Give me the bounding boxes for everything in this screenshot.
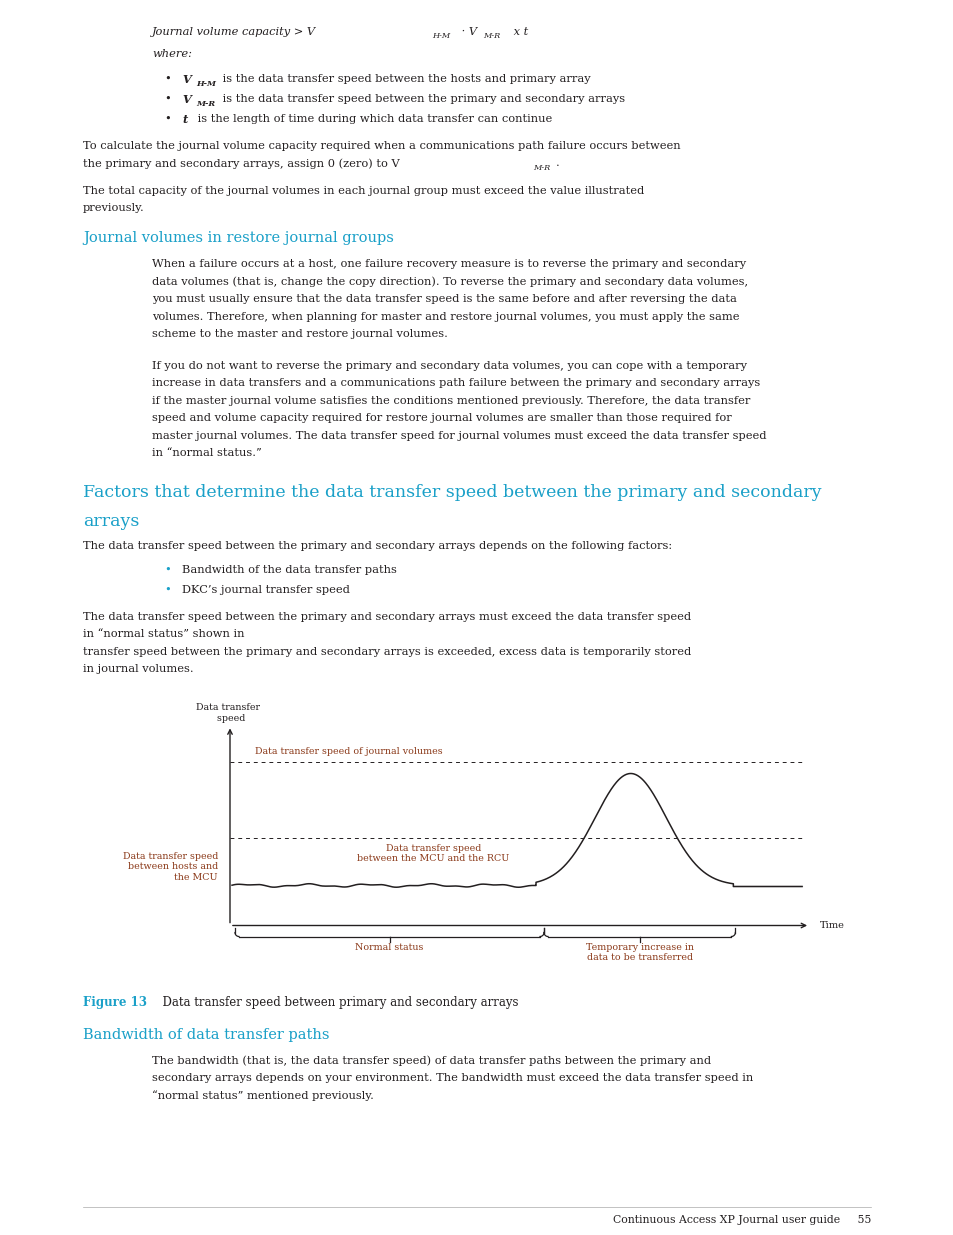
Text: Normal status: Normal status <box>355 942 423 951</box>
Text: M-R: M-R <box>533 164 550 172</box>
Text: transfer speed between the primary and secondary arrays is exceeded, excess data: transfer speed between the primary and s… <box>83 646 691 657</box>
Text: Data transfer speed
between hosts and
    the MCU: Data transfer speed between hosts and th… <box>123 852 218 882</box>
Text: •: • <box>164 114 171 124</box>
Text: The bandwidth (that is, the data transfer speed) of data transfer paths between : The bandwidth (that is, the data transfe… <box>152 1056 710 1066</box>
Text: if the master journal volume satisfies the conditions mentioned previously. Ther: if the master journal volume satisfies t… <box>152 395 750 405</box>
Text: increase in data transfers and a communications path failure between the primary: increase in data transfers and a communi… <box>152 378 760 388</box>
Text: •: • <box>164 94 171 104</box>
Text: The total capacity of the journal volumes in each journal group must exceed the : The total capacity of the journal volume… <box>83 185 643 195</box>
Text: •: • <box>164 564 171 576</box>
Text: you must usually ensure that the data transfer speed is the same before and afte: you must usually ensure that the data tr… <box>152 294 736 304</box>
Text: Data transfer speed between primary and secondary arrays: Data transfer speed between primary and … <box>154 995 518 1009</box>
Text: H-M: H-M <box>432 32 450 41</box>
Text: M-R: M-R <box>195 100 214 107</box>
Text: in journal volumes.: in journal volumes. <box>83 664 193 674</box>
Text: Journal volume capacity > V: Journal volume capacity > V <box>152 27 315 37</box>
Text: previously.: previously. <box>83 203 145 212</box>
Text: The data transfer speed between the primary and secondary arrays must exceed the: The data transfer speed between the prim… <box>83 611 690 621</box>
Text: •: • <box>164 74 171 84</box>
Text: master journal volumes. The data transfer speed for journal volumes must exceed : master journal volumes. The data transfe… <box>152 431 765 441</box>
Text: Journal volumes in restore journal groups: Journal volumes in restore journal group… <box>83 231 394 245</box>
Text: Factors that determine the data transfer speed between the primary and secondary: Factors that determine the data transfer… <box>83 483 821 500</box>
Text: is the data transfer speed between the primary and secondary arrays: is the data transfer speed between the p… <box>219 94 624 104</box>
Text: DKC’s journal transfer speed: DKC’s journal transfer speed <box>182 584 350 594</box>
Text: Time: Time <box>820 921 844 930</box>
Text: Bandwidth of data transfer paths: Bandwidth of data transfer paths <box>83 1028 329 1041</box>
Text: Data transfer speed of journal volumes: Data transfer speed of journal volumes <box>254 746 442 756</box>
Text: When a failure occurs at a host, one failure recovery measure is to reverse the : When a failure occurs at a host, one fai… <box>152 259 745 269</box>
Text: in “normal status” shown in: in “normal status” shown in <box>83 629 248 638</box>
Text: H-M: H-M <box>195 79 215 88</box>
Text: V: V <box>182 94 191 105</box>
Text: Data transfer
  speed: Data transfer speed <box>195 703 260 722</box>
Text: t: t <box>182 114 187 125</box>
Text: x t: x t <box>510 27 528 37</box>
Text: Figure 13: Figure 13 <box>83 995 147 1009</box>
Text: If you do not want to reverse the primary and secondary data volumes, you can co: If you do not want to reverse the primar… <box>152 361 746 370</box>
Text: is the data transfer speed between the hosts and primary array: is the data transfer speed between the h… <box>219 74 590 84</box>
Text: data volumes (that is, change the copy direction). To reverse the primary and se: data volumes (that is, change the copy d… <box>152 277 747 287</box>
Text: .: . <box>556 158 559 168</box>
Text: V: V <box>182 74 191 85</box>
Text: Bandwidth of the data transfer paths: Bandwidth of the data transfer paths <box>182 564 396 576</box>
Text: Temporary increase in
data to be transferred: Temporary increase in data to be transfe… <box>585 942 693 962</box>
Text: is the length of time during which data transfer can continue: is the length of time during which data … <box>193 114 552 124</box>
Text: To calculate the journal volume capacity required when a communications path fai: To calculate the journal volume capacity… <box>83 141 679 151</box>
Text: M-R: M-R <box>482 32 499 41</box>
Text: the primary and secondary arrays, assign 0 (zero) to V: the primary and secondary arrays, assign… <box>83 158 399 169</box>
Text: where:: where: <box>152 49 192 59</box>
Text: arrays: arrays <box>83 513 139 530</box>
Text: “normal status” mentioned previously.: “normal status” mentioned previously. <box>152 1091 374 1102</box>
Text: Data transfer speed
between the MCU and the RCU: Data transfer speed between the MCU and … <box>357 844 509 863</box>
Text: The data transfer speed between the primary and secondary arrays depends on the : The data transfer speed between the prim… <box>83 541 672 551</box>
Text: secondary arrays depends on your environment. The bandwidth must exceed the data: secondary arrays depends on your environ… <box>152 1073 753 1083</box>
Text: Continuous Access XP Journal user guide     55: Continuous Access XP Journal user guide … <box>612 1215 870 1225</box>
Text: volumes. Therefore, when planning for master and restore journal volumes, you mu: volumes. Therefore, when planning for ma… <box>152 311 739 321</box>
Text: · V: · V <box>457 27 476 37</box>
Text: •: • <box>164 584 171 594</box>
Text: scheme to the master and restore journal volumes.: scheme to the master and restore journal… <box>152 329 447 338</box>
Text: speed and volume capacity required for restore journal volumes are smaller than : speed and volume capacity required for r… <box>152 412 731 424</box>
Text: in “normal status.”: in “normal status.” <box>152 448 261 458</box>
